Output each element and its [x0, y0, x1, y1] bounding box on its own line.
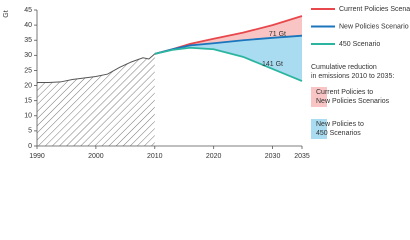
area-annotation: 71 Gt	[269, 31, 286, 38]
chart: Gt 0 5 10 15 20 25 30 35 40 45 1990 2000 2010 2020 203…	[3, 6, 410, 160]
legend-label: Current Policies Scenario	[339, 6, 410, 13]
legend-label: New Policies Scenarios	[316, 98, 390, 105]
legend-title: in emissions 2010 to 2035:	[311, 73, 394, 80]
y-tick-label: 20	[24, 82, 32, 89]
y-tick-label: 30	[24, 52, 32, 59]
y-tick-label: 5	[28, 128, 32, 135]
series-line	[154, 46, 303, 82]
y-tick-label: 40	[24, 22, 32, 29]
y-tick-label: 25	[24, 67, 32, 74]
legend-swatch	[311, 119, 327, 139]
history-line	[37, 53, 156, 84]
legend-label: New Policies to	[316, 121, 364, 128]
y-axis-label: Gt	[3, 10, 10, 17]
x-tick-label: 2020	[206, 153, 222, 160]
x-tick-label: 2000	[88, 153, 104, 160]
legend-label: 450 Scenarios	[316, 130, 361, 137]
y-tick-label: 10	[24, 113, 32, 120]
x-tick-label: 2010	[147, 153, 163, 160]
legend-title: Cumulative reduction	[311, 64, 377, 71]
y-tick-label: 35	[24, 37, 32, 44]
x-tick-label: 2035	[294, 153, 310, 160]
legend-label: New Policies Scenario	[339, 23, 409, 30]
x-tick-label: 2030	[265, 153, 281, 160]
y-tick-label: 45	[24, 7, 32, 14]
legend-label: 450 Scenario	[339, 41, 380, 48]
legend-swatch	[311, 87, 327, 107]
x-tick-label: 1990	[29, 153, 45, 160]
y-tick-label: 0	[28, 143, 32, 150]
legend-label: Current Policies to	[316, 89, 373, 96]
area-annotation: 141 Gt	[262, 61, 283, 68]
y-tick-label: 15	[24, 98, 32, 105]
history-area	[37, 53, 155, 147]
